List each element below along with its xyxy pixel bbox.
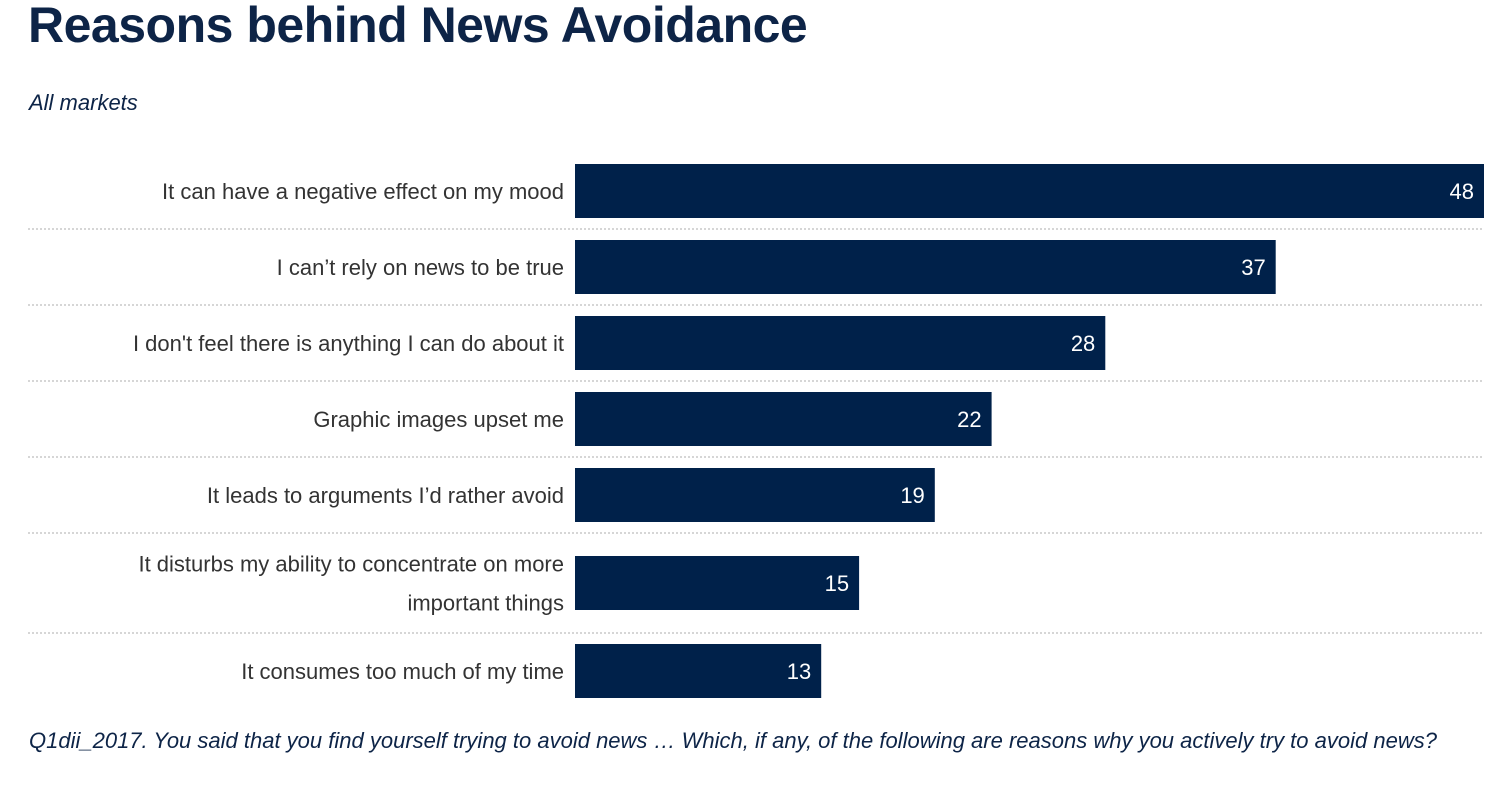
- bar-value-label: 48: [1450, 179, 1474, 204]
- bar-value-label: 37: [1241, 255, 1265, 280]
- chart-footnote: Q1dii_2017. You said that you find yours…: [29, 728, 1437, 753]
- category-label: I can’t rely on news to be true: [277, 255, 564, 280]
- bar: [575, 556, 860, 610]
- bar-value-label: 13: [787, 659, 811, 684]
- bar: [575, 392, 992, 446]
- bar-value-label: 28: [1071, 331, 1095, 356]
- bar: [575, 468, 935, 522]
- bar: [575, 644, 822, 698]
- category-label: It leads to arguments I’d rather avoid: [207, 483, 564, 508]
- category-label: I don't feel there is anything I can do …: [133, 331, 564, 356]
- bar-chart: 48 It can have a negative effect on my mo…: [28, 164, 1484, 698]
- bar-value-label: 22: [957, 407, 981, 432]
- category-label: It disturbs my ability to concentrate on…: [138, 552, 564, 577]
- chart-title: Reasons behind News Avoidance: [28, 0, 808, 53]
- category-label: It can have a negative effect on my mood: [162, 179, 564, 204]
- bar: [575, 240, 1276, 294]
- category-label: Graphic images upset me: [313, 407, 564, 432]
- chart-subtitle: All markets: [29, 90, 138, 115]
- category-label: It consumes too much of my time: [241, 659, 564, 684]
- bar: [575, 164, 1484, 218]
- bar-value-label: 19: [900, 483, 924, 508]
- bar-value-label: 15: [825, 571, 849, 596]
- category-label: important things: [407, 591, 564, 616]
- bar: [575, 316, 1106, 370]
